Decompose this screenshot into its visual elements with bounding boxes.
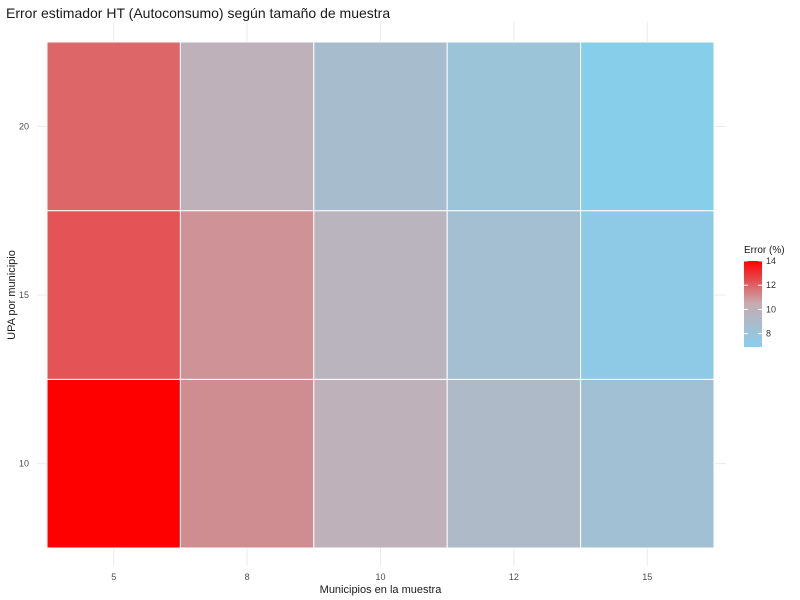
x-axis-ticks: 5 8 10 12 15 [111, 572, 652, 582]
heatmap-cell [446, 210, 582, 380]
heatmap-cell [580, 41, 715, 212]
x-tick-label: 8 [245, 572, 250, 582]
x-tick-label: 15 [642, 572, 652, 582]
heatmap-cell [179, 41, 315, 212]
heatmap-cell [46, 41, 181, 212]
heatmap-cells [46, 41, 715, 549]
x-tick-label: 5 [111, 572, 116, 582]
y-tick-label: 20 [19, 121, 29, 131]
y-tick-label: 10 [19, 459, 29, 469]
x-tick-label: 12 [509, 572, 519, 582]
legend-title: Error (%) [744, 245, 785, 256]
legend-colorbar [744, 261, 762, 347]
legend-tick-label: 10 [766, 304, 776, 314]
y-tick-label: 15 [19, 290, 29, 300]
x-axis-title: Municipios en la muestra [320, 584, 443, 596]
x-tick-label: 10 [375, 572, 385, 582]
heatmap-cell [313, 41, 448, 212]
heatmap-cell [446, 41, 582, 212]
heatmap-cell [179, 378, 315, 549]
y-axis-title: UPA por municipio [6, 250, 18, 340]
heatmap-cell [446, 378, 582, 549]
color-legend: Error (%) 8 10 12 14 [744, 245, 785, 347]
legend-tick-label: 8 [766, 329, 771, 339]
chart-title: Error estimador HT (Autoconsumo) según t… [6, 5, 390, 21]
heatmap-cell [580, 378, 715, 549]
legend-ticks: 8 10 12 14 [744, 256, 776, 339]
heatmap-cell [46, 210, 181, 380]
heatmap-cell [179, 210, 315, 380]
legend-tick-label: 12 [766, 280, 776, 290]
heatmap-cell [46, 378, 181, 549]
heatmap-cell [313, 378, 448, 549]
y-axis-ticks: 10 15 20 [19, 121, 29, 468]
heatmap-cell [580, 210, 715, 380]
legend-tick-label: 14 [766, 256, 776, 266]
heatmap-cell [313, 210, 448, 380]
